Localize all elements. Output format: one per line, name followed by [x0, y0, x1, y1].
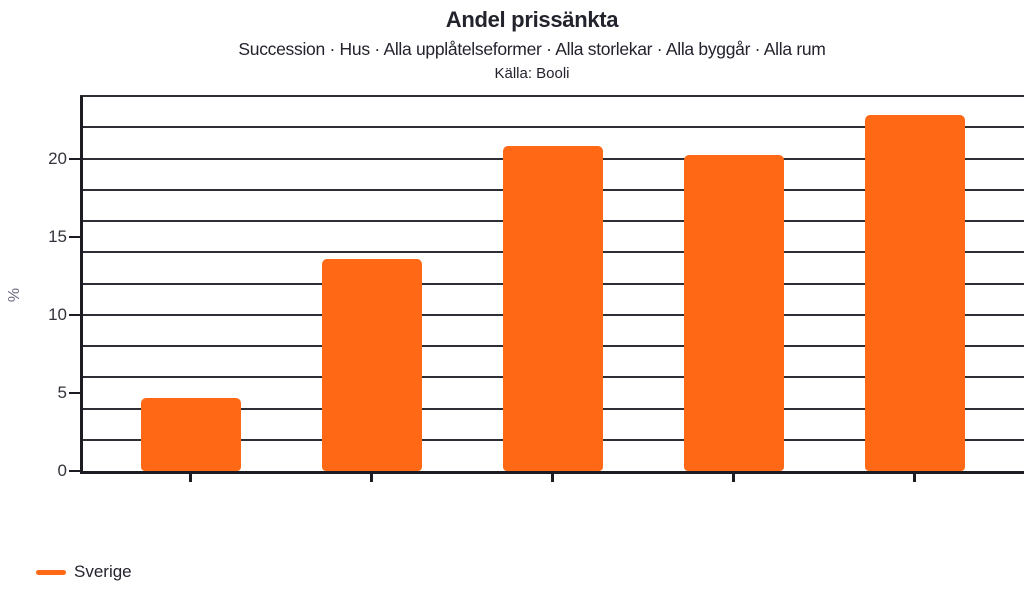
chart-header: Andel prissänkta Succession · Hus · Alla… — [0, 7, 1024, 82]
bars-row — [100, 96, 1005, 471]
bar-slot — [824, 96, 1005, 471]
x-axis-line — [80, 471, 1024, 474]
y-tick-mark — [69, 470, 81, 472]
bar-sverige[interactable] — [683, 155, 784, 471]
bar-slot — [643, 96, 824, 471]
x-tick-mark — [370, 474, 373, 482]
x-tick-slot — [824, 474, 1005, 482]
y-tick-label: 0 — [57, 461, 67, 480]
legend-item-sverige[interactable]: Sverige — [36, 562, 132, 582]
y-tick-mark — [69, 157, 81, 160]
legend-marker-sverige — [36, 569, 66, 575]
y-tick-label: 15 — [48, 226, 67, 246]
y-tick-label: 20 — [48, 148, 67, 168]
bar-slot — [462, 96, 643, 471]
x-tick-mark — [913, 474, 916, 482]
gridline — [80, 95, 1024, 97]
legend-label-sverige: Sverige — [74, 562, 132, 581]
chart-title: Andel prissänkta — [445, 7, 619, 32]
x-tick-slot — [281, 474, 462, 482]
x-axis-ticks — [100, 474, 1005, 482]
bar-slot — [100, 96, 281, 471]
bar-sverige[interactable] — [321, 258, 422, 471]
gridline — [80, 126, 1024, 129]
x-tick-mark — [732, 474, 735, 482]
bar-sverige[interactable] — [502, 146, 603, 471]
x-tick-slot — [643, 474, 824, 482]
y-tick-mark — [69, 313, 81, 316]
y-axis-line — [80, 96, 83, 474]
bar-sverige[interactable] — [864, 114, 965, 471]
bar-sverige[interactable] — [140, 397, 241, 471]
y-tick-label: 10 — [48, 304, 67, 324]
bar-slot — [281, 96, 462, 471]
x-tick-slot — [462, 474, 643, 482]
x-tick-mark — [551, 474, 554, 482]
x-tick-mark — [189, 474, 192, 482]
chart-subtitle: Succession · Hus · Alla upplåtelseformer… — [238, 39, 826, 59]
y-tick-mark — [69, 391, 81, 394]
x-tick-slot — [100, 474, 281, 482]
chart-source: Källa: Booli — [494, 65, 570, 82]
y-axis-title: % — [6, 287, 24, 303]
y-tick-label: 5 — [57, 382, 67, 402]
y-tick-mark — [69, 235, 81, 238]
